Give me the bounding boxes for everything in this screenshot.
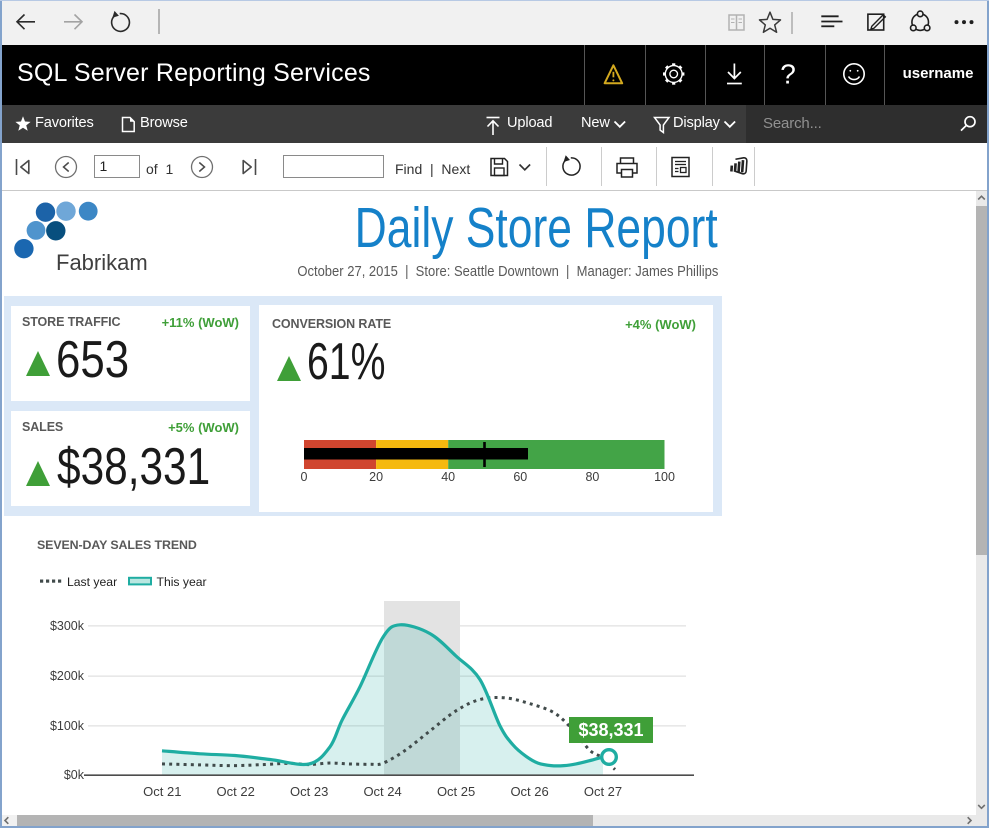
svg-text:This year: This year (157, 575, 207, 589)
svg-text:Oct 27: Oct 27 (584, 784, 622, 799)
svg-text:$200k: $200k (50, 669, 85, 683)
svg-text:Last year: Last year (67, 575, 117, 589)
svg-text:Oct 23: Oct 23 (290, 784, 328, 799)
svg-text:60: 60 (513, 470, 527, 484)
svg-text:$38,331: $38,331 (578, 720, 643, 740)
svg-text:Oct 25: Oct 25 (437, 784, 475, 799)
svg-text:20: 20 (369, 470, 383, 484)
svg-text:$100k: $100k (50, 719, 85, 733)
svg-text:Oct 22: Oct 22 (217, 784, 255, 799)
svg-text:Oct 24: Oct 24 (363, 784, 401, 799)
svg-text:$0k: $0k (64, 768, 85, 782)
svg-text:80: 80 (585, 470, 599, 484)
svg-text:Oct 26: Oct 26 (510, 784, 548, 799)
svg-text:100: 100 (654, 470, 675, 484)
svg-text:0: 0 (301, 470, 308, 484)
svg-text:40: 40 (441, 470, 455, 484)
svg-text:Oct 21: Oct 21 (143, 784, 181, 799)
svg-text:$300k: $300k (50, 619, 85, 633)
svg-text:?: ? (780, 59, 796, 90)
